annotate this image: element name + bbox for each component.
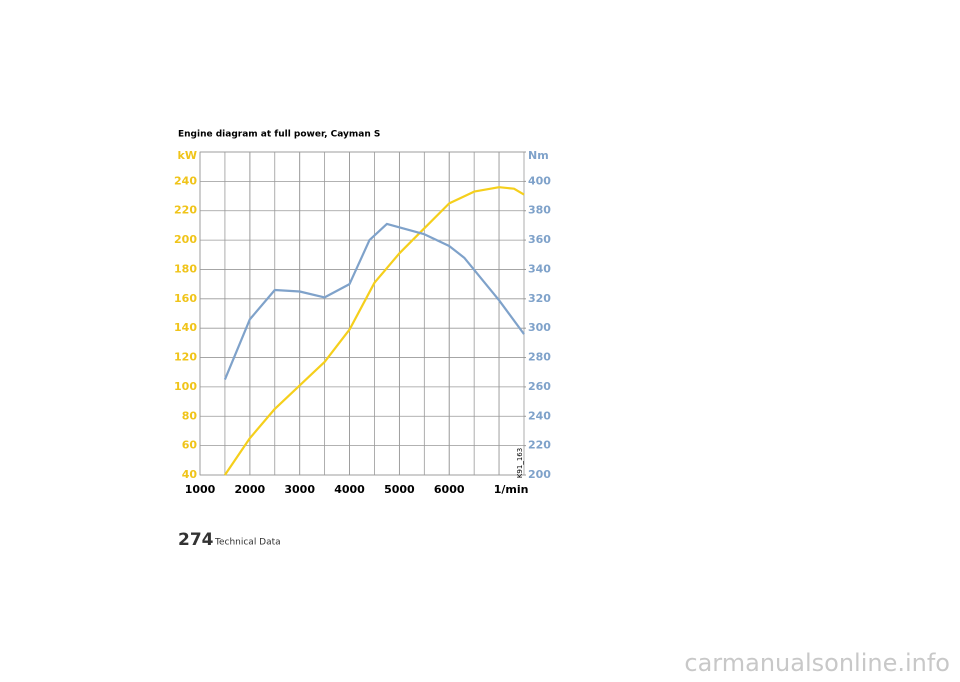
y2-tick-label: 200	[528, 468, 551, 481]
x-tick-label: 4000	[334, 483, 365, 496]
y2-tick-label: 300	[528, 321, 551, 334]
y2-tick-label: Nm	[528, 149, 549, 162]
series-line	[223, 186, 525, 476]
y2-tick-label: 340	[528, 262, 551, 275]
y2-tick-label: 400	[528, 174, 551, 187]
y-tick-label: 100	[174, 380, 197, 393]
x-tick-label: 3000	[284, 483, 315, 496]
y-tick-label: 60	[182, 439, 198, 452]
y-tick-label: 200	[174, 233, 197, 246]
x-tick-label: 5000	[384, 483, 415, 496]
y-tick-label: 240	[174, 174, 197, 187]
watermark: carmanualsonline.info	[684, 649, 950, 677]
y2-tick-label: 320	[528, 292, 551, 305]
y-tick-label: 120	[174, 351, 197, 364]
chart-title: Engine diagram at full power, Cayman S	[178, 130, 380, 140]
section-name: Technical Data	[214, 538, 281, 548]
y2-tick-label: 380	[528, 204, 551, 217]
y-tick-label: 140	[174, 321, 197, 334]
y2-tick-label: 280	[528, 351, 551, 364]
y-tick-label: 180	[174, 262, 197, 275]
y-tick-label: 80	[182, 409, 198, 422]
y2-tick-label: 260	[528, 380, 551, 393]
x-tick-label: 1/min	[494, 483, 529, 496]
series-line	[223, 222, 525, 381]
x-tick-label: 1000	[185, 483, 216, 496]
y2-tick-label: 220	[528, 439, 551, 452]
y-tick-label: kW	[178, 149, 197, 162]
y2-tick-label: 360	[528, 233, 551, 246]
y-tick-label: 160	[174, 292, 197, 305]
y2-tick-label: 240	[528, 409, 551, 422]
x-tick-label: 6000	[434, 483, 465, 496]
y-tick-label: 220	[174, 204, 197, 217]
x-tick-label: 2000	[235, 483, 266, 496]
annotation: K91_163	[516, 448, 524, 478]
page-number: 274	[178, 530, 214, 550]
y-tick-label: 40	[182, 468, 198, 481]
